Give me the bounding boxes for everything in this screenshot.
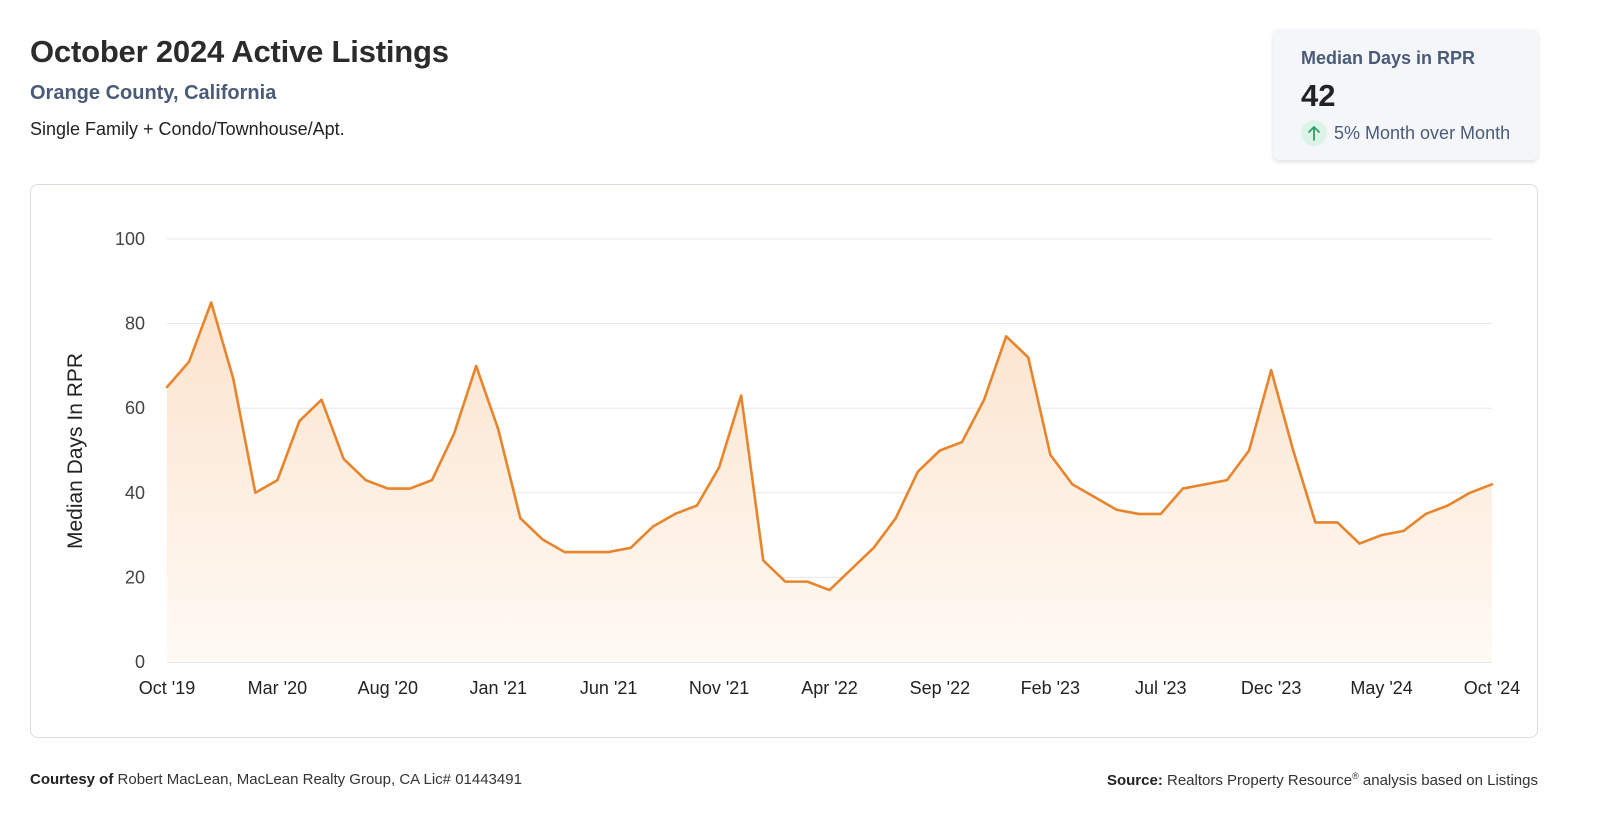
series-line	[165, 301, 1494, 592]
source-text-tail: analysis based on Listings	[1358, 772, 1538, 789]
x-tick-label: Nov '21	[689, 678, 749, 698]
y-tick-label: 100	[115, 229, 145, 249]
kpi-change-text: 5% Month over Month	[1334, 122, 1511, 143]
courtesy-text: Robert MacLean, MacLean Realty Group, CA…	[117, 771, 522, 788]
x-tick-label: Jan '21	[470, 678, 527, 698]
source-footer: Source: Realtors Property Resource® anal…	[1107, 771, 1538, 789]
x-tick-label: Jun '21	[580, 678, 637, 698]
courtesy-label: Courtesy of	[30, 771, 114, 788]
x-tick-label: Oct '19	[139, 678, 195, 698]
x-tick-label: Aug '20	[358, 678, 419, 698]
location-subtitle: Orange County, California	[30, 82, 277, 104]
x-tick-label: Oct '24	[1464, 678, 1520, 698]
x-tick-label: May '24	[1350, 678, 1412, 698]
y-tick-label: 20	[125, 567, 145, 587]
y-axis-label: Median Days In RPR	[64, 353, 87, 549]
x-axis-ticks: Oct '19 Mar '20 Aug '20 Jan '21 Jun '21 Nov '…	[139, 678, 1520, 698]
series-area	[167, 302, 1492, 662]
x-tick-label: Jul '23	[1135, 678, 1186, 698]
source-label: Source:	[1106, 772, 1163, 789]
y-tick-label: 40	[125, 483, 145, 503]
kpi-label: Median Days in RPR	[1301, 48, 1476, 68]
x-tick-label: Apr '22	[801, 678, 857, 698]
y-tick-label: 0	[135, 652, 145, 672]
arrow-up-icon	[1301, 120, 1327, 146]
y-tick-label: 80	[125, 314, 145, 334]
courtesy-footer: Courtesy of Robert MacLean, MacLean Real…	[30, 771, 522, 788]
kpi-value: 42	[1301, 78, 1336, 113]
property-type-description: Single Family + Condo/Townhouse/Apt.	[30, 119, 345, 139]
x-tick-label: Dec '23	[1241, 678, 1301, 698]
chart-card: 0 20 40 60 80 100 Oct '19 Mar '20 Aug '20 Jan '2…	[30, 184, 1538, 738]
y-axis-ticks: 0 20 40 60 80 100	[115, 229, 145, 672]
kpi-change: 5% Month over Month	[1301, 120, 1510, 146]
x-tick-label: Sep '22	[910, 678, 971, 698]
y-tick-label: 60	[125, 398, 145, 418]
page-title: October 2024 Active Listings	[30, 34, 449, 69]
median-days-kpi-card: Median Days in RPR 42 5% Month over Mont…	[1273, 29, 1538, 160]
x-tick-label: Feb '23	[1021, 678, 1080, 698]
registered-mark: ®	[1352, 771, 1359, 781]
x-tick-label: Mar '20	[248, 678, 307, 698]
median-days-area-chart: 0 20 40 60 80 100 Oct '19 Mar '20 Aug '20 Jan '2…	[64, 229, 1520, 698]
source-text: Realtors Property Resource	[1167, 772, 1353, 789]
